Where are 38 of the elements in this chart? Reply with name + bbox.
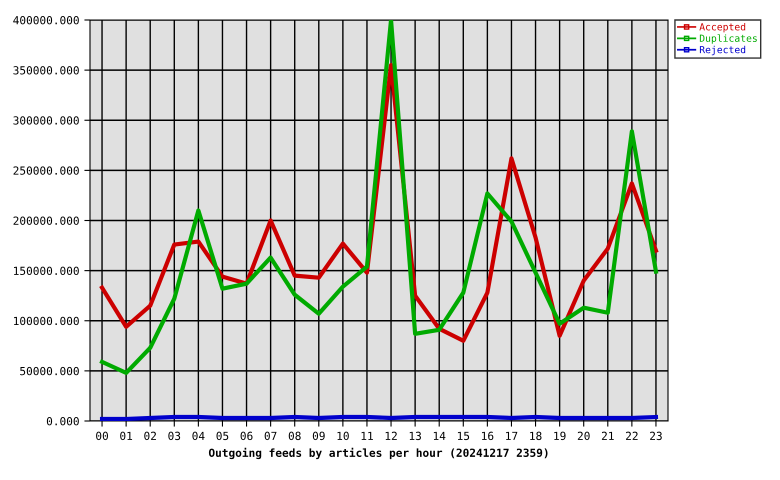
- y-tick-label: 350000.000: [13, 66, 79, 75]
- legend-label: Rejected: [700, 46, 746, 56]
- x-tick-label: 07: [264, 432, 276, 440]
- x-tick-label: 08: [288, 432, 301, 440]
- y-tick-label: 50000.000: [20, 366, 79, 376]
- x-tick-label: 04: [192, 432, 205, 440]
- y-tick-label: 150000.000: [14, 266, 79, 276]
- x-tick-label: 06: [240, 432, 253, 440]
- x-tick-label: 09: [312, 432, 325, 440]
- y-tick-label: 300000.000: [13, 116, 79, 125]
- x-tick-label: 12: [386, 432, 397, 440]
- x-tick-label: 22: [626, 432, 638, 440]
- x-tick-label: 19: [554, 432, 566, 440]
- y-tick-label: 100000.000: [14, 316, 79, 326]
- x-tick-label: 17: [506, 432, 518, 440]
- x-axis-title: Outgoing feeds by articles per hour (20241217 2359): [208, 448, 548, 460]
- x-tick-label: 10: [338, 432, 349, 440]
- x-tick-label: 11: [362, 432, 373, 440]
- y-tick-label: 0.000: [46, 417, 79, 426]
- x-tick-label: 05: [216, 432, 228, 440]
- x-tick-label: 20: [578, 432, 590, 440]
- legend-label: Accepted: [699, 22, 746, 32]
- x-tick-label: 21: [602, 432, 614, 440]
- legend-label: Duplicates: [700, 34, 757, 44]
- x-tick-label: 23: [650, 432, 662, 440]
- x-tick-label: 18: [530, 432, 542, 440]
- x-tick-label: 02: [144, 432, 156, 440]
- x-tick-label: 15: [458, 432, 470, 440]
- y-tick-label: 200000.000: [14, 216, 79, 225]
- x-tick-label: 01: [120, 432, 132, 440]
- x-tick-label: 00: [96, 432, 108, 440]
- y-tick-label: 250000.000: [14, 166, 79, 175]
- x-tick-label: 03: [168, 432, 180, 440]
- line-series: [100, 20, 658, 375]
- y-tick-label: 400000.000: [13, 16, 79, 24]
- x-tick-label: 14: [434, 432, 446, 440]
- x-tick-label: 16: [482, 432, 494, 440]
- x-tick-label: 13: [410, 432, 421, 440]
